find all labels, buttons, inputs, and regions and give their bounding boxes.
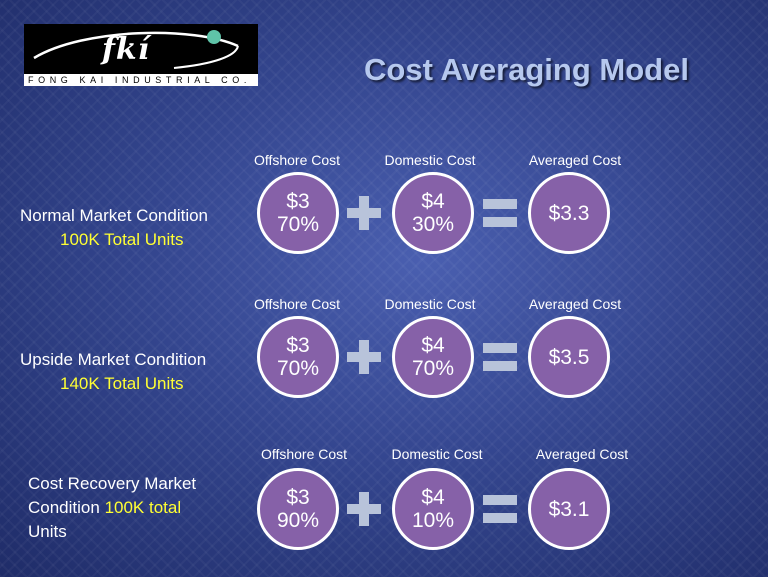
condition-label: Normal Market Condition 100K Total Units: [20, 204, 250, 252]
domestic-cost-label: Domestic Cost: [384, 296, 476, 312]
domestic-cost-circle: $4 10%: [392, 468, 474, 550]
condition-units: 100K total: [104, 498, 182, 517]
offshore-cost-label: Offshore Cost: [253, 152, 341, 168]
scenario-upside: Offshore Cost Domestic Cost Averaged Cos…: [0, 294, 768, 424]
page-title: Cost Averaging Model: [364, 52, 689, 87]
condition-name: Normal Market Condition: [20, 206, 209, 225]
scenario-cost-recovery: Offshore Cost Domestic Cost Averaged Cos…: [0, 444, 768, 574]
offshore-price: $3: [286, 334, 310, 357]
equals-icon: [483, 343, 517, 371]
logo-swoosh-icon: [33, 30, 239, 69]
condition-label: Upside Market Condition 140K Total Units: [20, 348, 250, 396]
averaged-cost-circle: $3.3: [528, 172, 610, 254]
condition-line-2: Condition 100K total: [28, 496, 248, 520]
offshore-cost-label: Offshore Cost: [253, 296, 341, 312]
domestic-share: 70%: [411, 357, 455, 380]
condition-name-cont: Condition: [28, 498, 100, 517]
averaged-cost-circle: $3.1: [528, 468, 610, 550]
offshore-cost-label: Offshore Cost: [260, 446, 348, 462]
condition-label: Cost Recovery Market Condition 100K tota…: [28, 472, 248, 544]
offshore-price: $3: [286, 190, 310, 213]
averaged-cost-value: $3.5: [548, 345, 590, 369]
logo-company-name: FONG KAI INDUSTRIAL CO.: [24, 74, 258, 86]
averaged-cost-label: Averaged Cost: [528, 152, 622, 168]
plus-icon: [347, 492, 381, 526]
company-logo: fkí FONG KAI INDUSTRIAL CO.: [24, 24, 258, 86]
offshore-cost-circle: $3 90%: [257, 468, 339, 550]
domestic-share: 10%: [411, 509, 455, 532]
scenario-normal: Offshore Cost Domestic Cost Averaged Cos…: [0, 150, 768, 280]
domestic-cost-label: Domestic Cost: [384, 152, 476, 168]
equals-icon: [483, 199, 517, 227]
offshore-share: 70%: [276, 357, 320, 380]
equals-icon: [483, 495, 517, 523]
condition-name: Upside Market Condition: [20, 350, 207, 369]
offshore-price: $3: [286, 486, 310, 509]
averaged-cost-value: $3.3: [548, 201, 590, 225]
offshore-share: 70%: [276, 213, 320, 236]
plus-icon: [347, 340, 381, 374]
domestic-price: $4: [421, 486, 445, 509]
averaged-cost-value: $3.1: [548, 497, 590, 521]
condition-units: 100K Total Units: [60, 230, 184, 249]
offshore-cost-circle: $3 70%: [257, 316, 339, 398]
domestic-cost-circle: $4 30%: [392, 172, 474, 254]
offshore-cost-circle: $3 70%: [257, 172, 339, 254]
domestic-price: $4: [421, 334, 445, 357]
logo-mark: fkí: [102, 32, 151, 67]
averaged-cost-label: Averaged Cost: [535, 446, 629, 462]
condition-units: 140K Total Units: [60, 374, 184, 393]
domestic-share: 30%: [411, 213, 455, 236]
plus-icon: [347, 196, 381, 230]
condition-name: Cost Recovery Market: [28, 474, 197, 493]
condition-units-word: Units: [28, 522, 67, 541]
averaged-cost-label: Averaged Cost: [528, 296, 622, 312]
domestic-cost-label: Domestic Cost: [391, 446, 483, 462]
domestic-price: $4: [421, 190, 445, 213]
averaged-cost-circle: $3.5: [528, 316, 610, 398]
domestic-cost-circle: $4 70%: [392, 316, 474, 398]
offshore-share: 90%: [276, 509, 320, 532]
